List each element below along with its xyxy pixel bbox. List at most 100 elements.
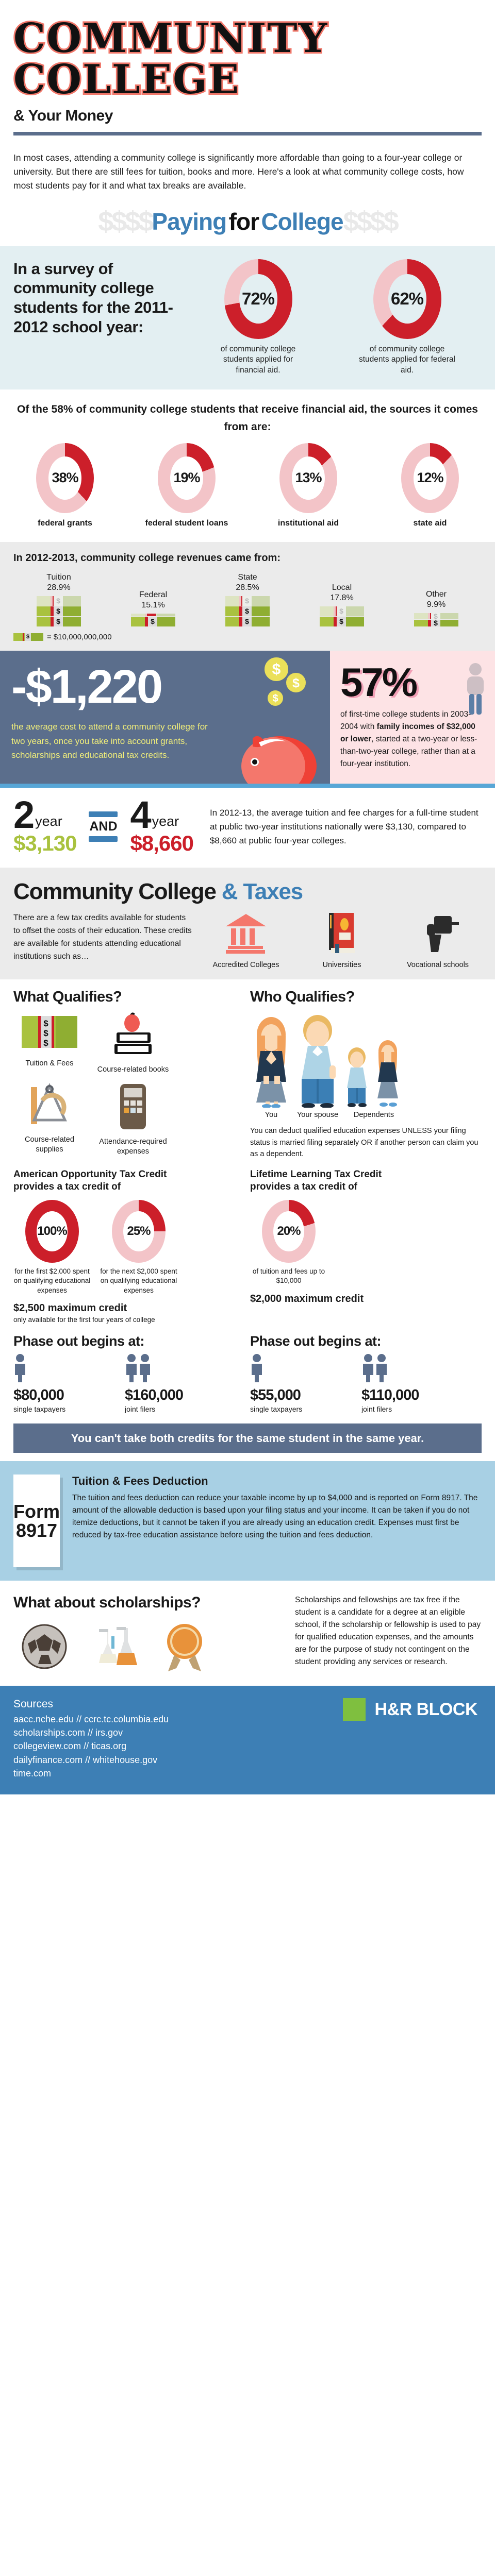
average-cost-panel: -$1,220 the average cost to attend a com… bbox=[0, 651, 330, 784]
revenue-tuition: Tuition 28.9% $ $ $ bbox=[15, 572, 102, 627]
credit-max-note: only available for the first four years … bbox=[13, 1315, 155, 1324]
qualify-label: Course-related supplies bbox=[25, 1136, 74, 1154]
form-number: 8917 bbox=[15, 1520, 58, 1541]
both-credits-warning: You can't take both credits for the same… bbox=[13, 1423, 482, 1453]
people-label-dependents: Dependents bbox=[353, 1111, 394, 1120]
logo-green-square bbox=[342, 1698, 366, 1721]
and-bar-top bbox=[89, 811, 118, 818]
donut-chart: 38% bbox=[36, 443, 94, 513]
credit-name: American Opportunity Tax Credit bbox=[13, 1168, 167, 1180]
revenues-row: Tuition 28.9% $ $ $ Federal 15.1% $ Stat… bbox=[13, 572, 482, 627]
revenue-local: Local 17.8% $ $ bbox=[299, 583, 385, 627]
person-silhouette-icon bbox=[252, 1353, 262, 1382]
qualify-attendance-expenses: Attendance-required expenses bbox=[97, 1083, 169, 1157]
scholarships-body: Scholarships and fellowships are tax fre… bbox=[295, 1596, 481, 1667]
revenue-pct: 17.8% bbox=[330, 594, 354, 603]
institution-universities: Universities bbox=[298, 912, 386, 969]
qualify-course-supplies: Course-related supplies bbox=[13, 1083, 86, 1157]
svg-text:$: $ bbox=[43, 1038, 48, 1048]
donut-chart: 20% bbox=[262, 1200, 316, 1263]
source-line: time.com bbox=[13, 1768, 52, 1778]
banner-word-paying: Paying bbox=[152, 208, 227, 235]
bill-stack: $ bbox=[110, 614, 196, 627]
banner-word-college: College bbox=[261, 208, 343, 235]
credit-american-opportunity: American Opportunity Tax Credit provides… bbox=[13, 1168, 245, 1325]
title-line-1: COMMUNITY bbox=[12, 15, 328, 62]
drill-icon bbox=[427, 916, 459, 953]
institution-vocational-schools: Vocational schools bbox=[394, 912, 482, 969]
banner-word-for: for bbox=[228, 208, 259, 235]
footer: Sources aacc.nche.edu // ccrc.tc.columbi… bbox=[0, 1686, 495, 1794]
institution-label: Vocational schools bbox=[406, 961, 469, 970]
phase-out-heading: Phase out begins at: bbox=[13, 1333, 145, 1349]
first-time-students-text: of first-time college students in 2003-2… bbox=[340, 708, 485, 770]
donut-percent: 100% bbox=[37, 1224, 67, 1239]
four-year-block: 4 year $8,660 bbox=[130, 793, 193, 856]
supplies-icon bbox=[31, 1083, 67, 1125]
first-time-students-panel: 57% of first-time college students in 20… bbox=[330, 651, 495, 784]
money-bill-icon: $ bbox=[225, 606, 270, 617]
taxes-section: Community College & Taxes There are a fe… bbox=[0, 868, 495, 980]
bill-stack: $ $ bbox=[393, 613, 480, 627]
institution-accredited-colleges: Accredited Colleges bbox=[202, 912, 290, 969]
donut-chart: 25% bbox=[112, 1200, 166, 1263]
credit-donut-20: 20% of tuition and fees up to $10,000 bbox=[250, 1200, 327, 1285]
money-bill-icon: $ bbox=[225, 617, 270, 627]
title-line-2: COLLEGE bbox=[12, 56, 240, 104]
phase-out-label: joint filers bbox=[361, 1404, 392, 1413]
qualifies-section: What Qualifies? $ $ $ Tuition & Fees bbox=[0, 979, 495, 1165]
qualify-label: Tuition & Fees bbox=[25, 1059, 74, 1068]
donut-percent: 20% bbox=[277, 1224, 301, 1239]
form-8917-section: Form 8917 Tuition & Fees Deduction The t… bbox=[0, 1461, 495, 1581]
aid-source-label: federal student loans bbox=[145, 518, 228, 528]
revenue-other: Other 9.9% $ $ bbox=[393, 589, 480, 627]
tuition-comparison-text: In 2012-13, the average tuition and fee … bbox=[209, 808, 478, 846]
phase-out-single-aotc: $80,000 single taxpayers bbox=[13, 1353, 111, 1413]
soccer-ball-icon bbox=[22, 1624, 67, 1669]
who-qualifies-heading: Who Qualifies? bbox=[250, 989, 355, 1006]
form-heading: Tuition & Fees Deduction bbox=[72, 1475, 208, 1488]
phase-out-section: Phase out begins at: $80,000 single taxp… bbox=[0, 1329, 495, 1418]
survey-section: In a survey of community college student… bbox=[0, 245, 495, 390]
dollar-signs-left: $$$$ bbox=[98, 206, 154, 237]
phase-out-llc: Phase out begins at: $55,000 single taxp… bbox=[250, 1333, 482, 1413]
phase-out-label: single taxpayers bbox=[250, 1404, 303, 1413]
revenue-label: Tuition bbox=[46, 573, 71, 582]
money-bill-icon: $ bbox=[131, 617, 175, 627]
donut-chart: 13% bbox=[279, 443, 337, 513]
donut-caption: for the first $2,000 spent on qualifying… bbox=[13, 1267, 91, 1294]
legend-text: = $10,000,000,000 bbox=[47, 633, 112, 642]
donut-chart: 100% bbox=[25, 1200, 79, 1263]
credit-donut-100: 100% for the first $2,000 spent on quali… bbox=[13, 1200, 91, 1295]
pct-text-bold: family incomes of $32,000 or lower bbox=[340, 722, 475, 744]
donut-chart: 72% bbox=[224, 259, 292, 339]
phase-out-amount: $160,000 bbox=[125, 1386, 184, 1403]
masthead: COMMUNITY COLLEGE & Your Money bbox=[0, 0, 495, 138]
survey-heading: In a survey of community college student… bbox=[13, 259, 173, 336]
books-apple-icon bbox=[114, 1012, 152, 1055]
revenue-label: State bbox=[238, 573, 257, 582]
four-year-number: 4 bbox=[130, 793, 151, 837]
four-year-amount: $8,660 bbox=[130, 831, 193, 856]
phase-out-single-llc: $55,000 single taxpayers bbox=[250, 1353, 348, 1413]
donut-percent: 13% bbox=[295, 470, 322, 486]
phase-out-joint-llc: $110,000 joint filers bbox=[361, 1353, 459, 1413]
money-bill-icon: $ bbox=[414, 613, 458, 620]
taxes-body: There are a few tax credits available fo… bbox=[13, 912, 482, 969]
donut-chart: 19% bbox=[158, 443, 216, 513]
phase-out-amount: $80,000 bbox=[13, 1386, 64, 1403]
svg-text:$: $ bbox=[43, 1028, 48, 1038]
two-year-amount: $3,130 bbox=[13, 831, 77, 856]
person-man-icon bbox=[302, 1015, 336, 1108]
institutions-row: Accredited Colleges Universities bbox=[202, 912, 482, 969]
hr-block-logo: H&R BLOCK bbox=[342, 1698, 482, 1721]
money-bill-icon: $ bbox=[414, 619, 458, 627]
donut-caption: for the next $2,000 spent on qualifying … bbox=[100, 1267, 177, 1294]
aid-source-federal-student-loans: 19% federal student loans bbox=[135, 443, 238, 529]
bill-stack: $ $ $ bbox=[15, 596, 102, 627]
revenues-legend: $ = $10,000,000,000 bbox=[13, 633, 482, 641]
phase-out-joint-aotc: $160,000 joint filers bbox=[125, 1353, 223, 1413]
form-8917-card: Form 8917 bbox=[13, 1475, 60, 1568]
credit-donut-25: 25% for the next $2,000 spent on qualify… bbox=[100, 1200, 177, 1295]
paying-for-college-banner: $$$$Paying for College$$$$ bbox=[0, 196, 495, 246]
